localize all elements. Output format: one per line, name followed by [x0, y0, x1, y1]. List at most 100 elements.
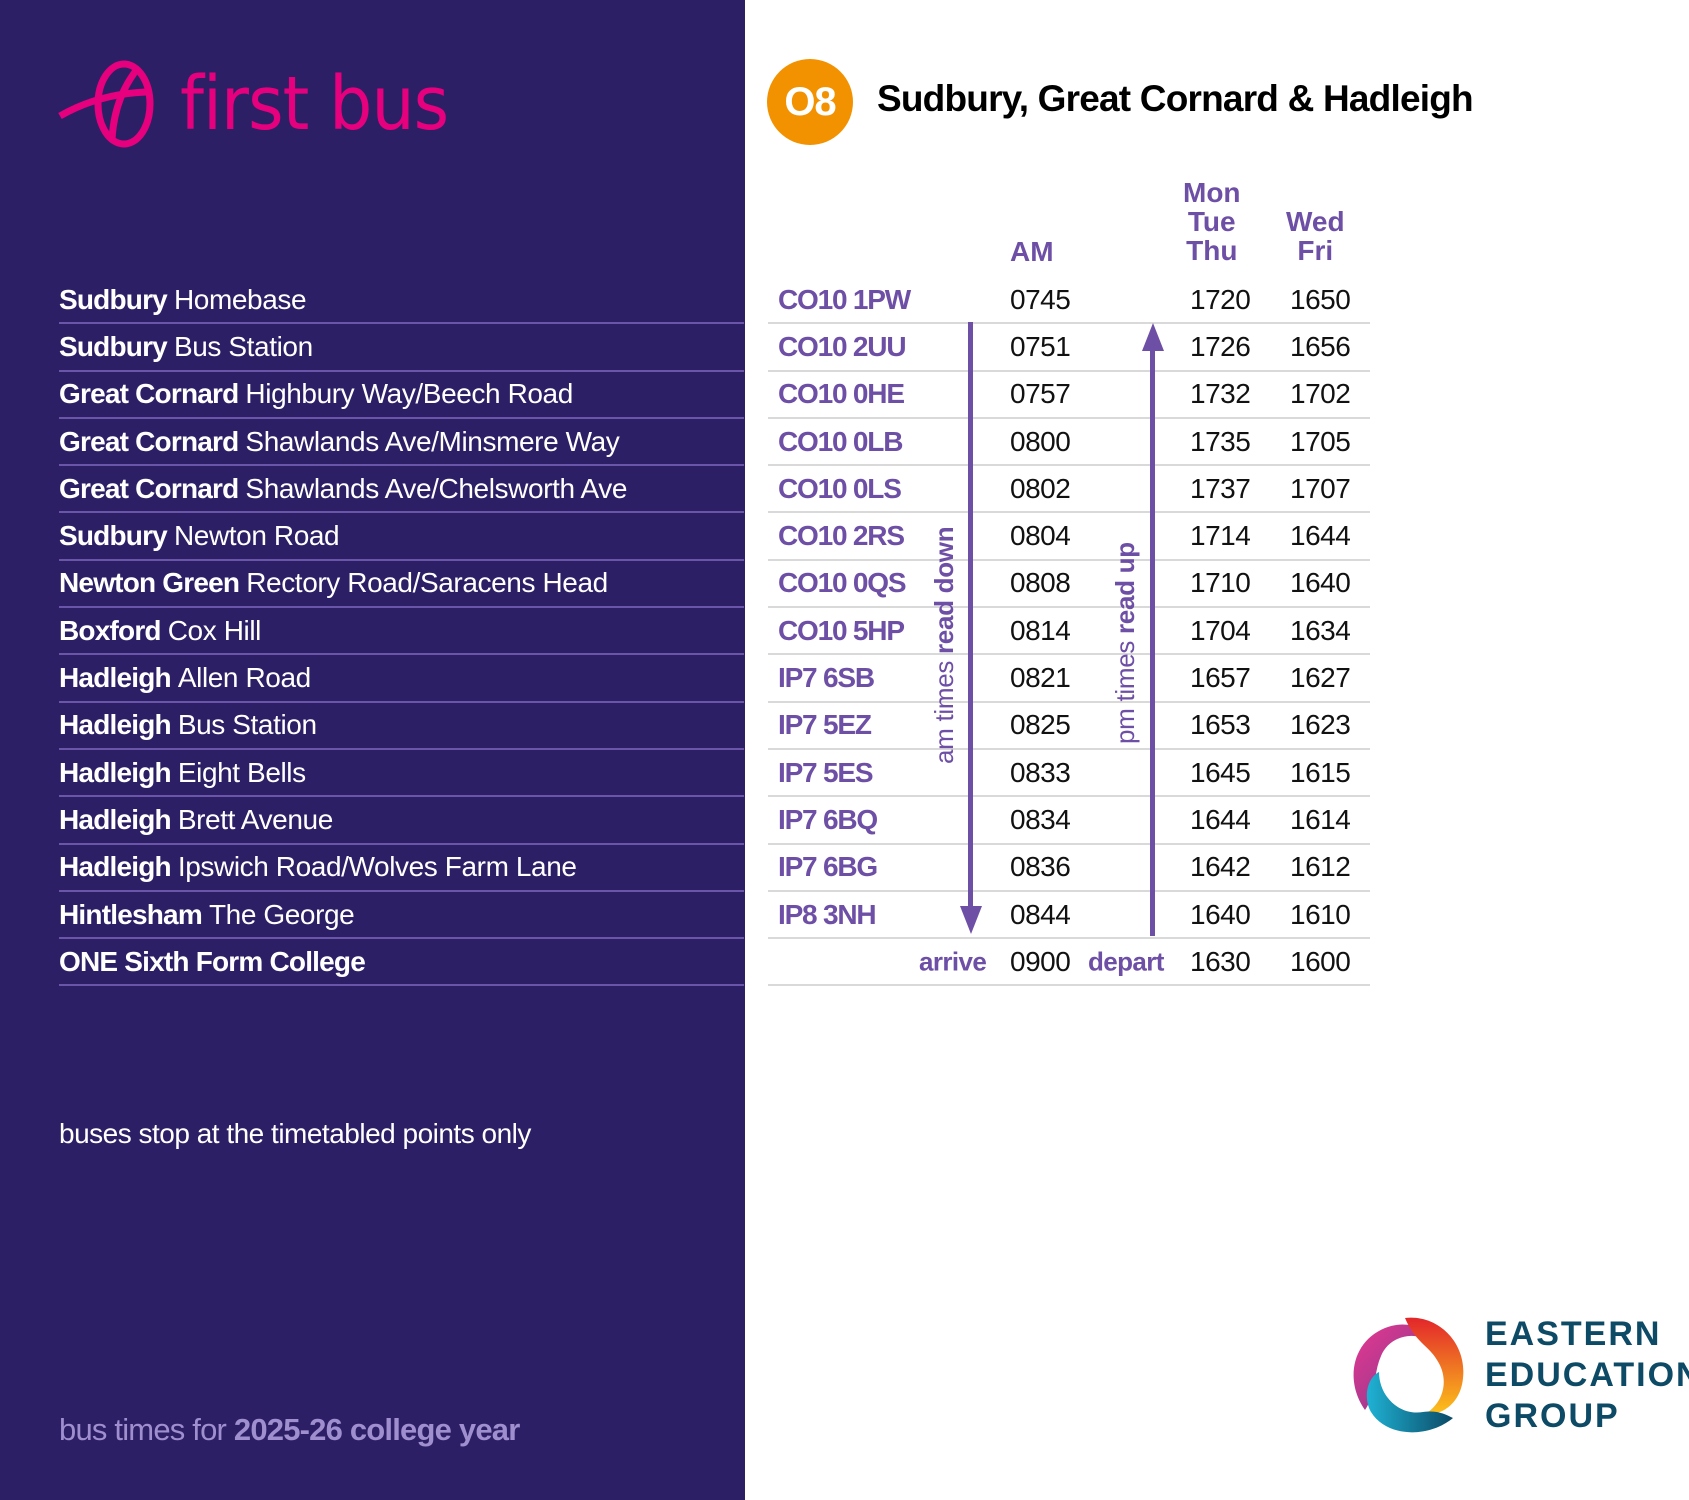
mon-tue-thu-time: 1645	[1190, 756, 1251, 788]
wed-fri-time: 1627	[1290, 662, 1351, 694]
table-row: CO10 2UU 0751 1726 1656	[768, 324, 1370, 372]
arrow-up-line	[1150, 350, 1155, 936]
am-time: 0836	[1010, 851, 1071, 883]
wed-fri-time: 1650	[1290, 283, 1351, 315]
arrow-down-line	[968, 322, 973, 907]
stop-town: Great Cornard	[59, 472, 239, 504]
stop-town: Sudbury	[59, 520, 168, 552]
am-time: 0802	[1010, 472, 1071, 504]
am-time: 0821	[1010, 662, 1071, 694]
column-header-wed-fri: Wed Fri	[1286, 207, 1345, 265]
am-time: 0833	[1010, 756, 1071, 788]
wed-fri-time: 1612	[1290, 851, 1351, 883]
am-time: 0900	[1010, 945, 1071, 977]
table-row: IP7 5ES 0833 1645 1615	[768, 750, 1370, 798]
day-thu: Thu	[1186, 235, 1238, 266]
stop-row: Newton Green Rectory Road/Saracens Head	[59, 561, 744, 609]
mon-tue-thu-time: 1704	[1190, 614, 1251, 646]
wed-fri-time: 1634	[1290, 614, 1351, 646]
stop-town: Hadleigh	[59, 756, 172, 788]
stop-town: Hadleigh	[59, 709, 172, 741]
stop-row: Great Cornard Shawlands Ave/Minsmere Way	[59, 419, 744, 467]
stop-row: ONE Sixth Form College	[59, 939, 744, 987]
am-time: 0844	[1010, 898, 1071, 930]
stop-place: Allen Road	[177, 662, 311, 694]
eastern-education-group-swirl-icon	[1353, 1317, 1464, 1433]
stop-town: Hadleigh	[59, 662, 172, 694]
stop-row: Sudbury Newton Road	[59, 513, 744, 561]
wed-fri-time: 1615	[1290, 756, 1351, 788]
eastern-education-group-logo: EASTERN EDUCATION GROUP	[1345, 1312, 1689, 1438]
postcode: IP7 6BG	[778, 851, 878, 883]
stops-panel: first bus Sudbury Homebase Sudbury Bus Sta…	[0, 0, 745, 1500]
day-mon: Mon	[1183, 177, 1241, 208]
mon-tue-thu-time: 1714	[1190, 520, 1251, 552]
wed-fri-time: 1614	[1290, 803, 1351, 835]
footer-prefix: bus times for	[59, 1412, 234, 1447]
postcode: IP7 5EZ	[778, 709, 872, 741]
wed-fri-time: 1656	[1290, 330, 1351, 362]
am-time: 0800	[1010, 425, 1071, 457]
stop-row: Hadleigh Eight Bells	[59, 750, 744, 798]
stop-row: Great Cornard Highbury Way/Beech Road	[59, 372, 744, 419]
stop-place: Eight Bells	[177, 756, 306, 788]
timetable: CO10 1PW 0745 1720 1650 CO10 2UU 0751 1726 165…	[768, 277, 1370, 987]
stop-town: Hadleigh	[59, 851, 172, 883]
postcode: IP7 6BQ	[778, 803, 878, 835]
stop-row: Boxford Cox Hill	[59, 608, 744, 656]
table-row: CO10 0QS 0808 1710 1640	[768, 561, 1370, 609]
wed-fri-time: 1610	[1290, 898, 1351, 930]
stop-town: Newton Green	[59, 567, 240, 599]
table-row: CO10 1PW 0745 1720 1650	[768, 277, 1370, 325]
postcode: CO10 0LB	[778, 425, 903, 457]
mon-tue-thu-time: 1737	[1190, 472, 1251, 504]
stop-place: Homebase	[173, 283, 307, 315]
mon-tue-thu-time: 1720	[1190, 283, 1251, 315]
wed-fri-time: 1623	[1290, 709, 1351, 741]
am-time: 0825	[1010, 709, 1071, 741]
table-row: IP7 6BG 0836 1642 1612	[768, 845, 1370, 892]
am-time: 0808	[1010, 567, 1071, 599]
stop-place: Shawlands Ave/Chelsworth Ave	[245, 472, 627, 504]
table-row: CO10 0LS 0802 1737 1707	[768, 466, 1370, 514]
am-time: 0745	[1010, 283, 1071, 315]
mon-tue-thu-time: 1657	[1190, 662, 1251, 694]
stop-row: Hadleigh Ipswich Road/Wolves Farm Lane	[59, 845, 744, 892]
wed-fri-time: 1702	[1290, 378, 1351, 410]
stopping-note: buses stop at the timetabled points only	[59, 1118, 531, 1149]
stop-list: Sudbury Homebase Sudbury Bus Station Great…	[59, 277, 744, 987]
arrow-down-icon	[959, 906, 982, 934]
mon-tue-thu-time: 1732	[1190, 378, 1251, 410]
am-time: 0834	[1010, 803, 1071, 835]
column-header-mon-tue-thu: Mon Tue Thu	[1183, 178, 1241, 265]
postcode: CO10 0LS	[778, 472, 902, 504]
mon-tue-thu-time: 1710	[1190, 567, 1251, 599]
stop-place: Shawlands Ave/Minsmere Way	[245, 425, 620, 457]
am-time: 0751	[1010, 330, 1071, 362]
stop-row: Sudbury Homebase	[59, 277, 744, 325]
table-row: CO10 0LB 0800 1735 1705	[768, 419, 1370, 467]
wed-fri-time: 1644	[1290, 520, 1351, 552]
stop-place: Bus Station	[177, 709, 317, 741]
stop-row: Sudbury Bus Station	[59, 324, 744, 372]
wed-fri-time: 1707	[1290, 472, 1351, 504]
arrow-up-icon	[1141, 323, 1164, 351]
college-year-footer: bus times for 2025-26 college year	[59, 1412, 520, 1448]
table-row: IP8 3NH 0844 1640 1610	[768, 892, 1370, 940]
stop-place: Brett Avenue	[177, 803, 333, 835]
table-row: IP7 6SB 0821 1657 1627	[768, 655, 1370, 703]
mon-tue-thu-time: 1640	[1190, 898, 1251, 930]
wed-fri-time: 1640	[1290, 567, 1351, 599]
stop-town: Hintlesham	[59, 898, 203, 930]
mon-tue-thu-time: 1726	[1190, 330, 1251, 362]
stop-town: Sudbury	[59, 283, 168, 315]
mon-tue-thu-time: 1653	[1190, 709, 1251, 741]
postcode: CO10 0QS	[778, 567, 907, 599]
depart-label: depart	[1088, 946, 1164, 977]
am-time: 0814	[1010, 614, 1071, 646]
postcode: CO10 2RS	[778, 520, 905, 552]
table-row: CO10 2RS 0804 1714 1644	[768, 513, 1370, 561]
stop-town: ONE Sixth Form College	[59, 945, 366, 977]
route-title: Sudbury, Great Cornard & Hadleigh	[877, 78, 1474, 119]
stop-place: Newton Road	[173, 520, 340, 552]
